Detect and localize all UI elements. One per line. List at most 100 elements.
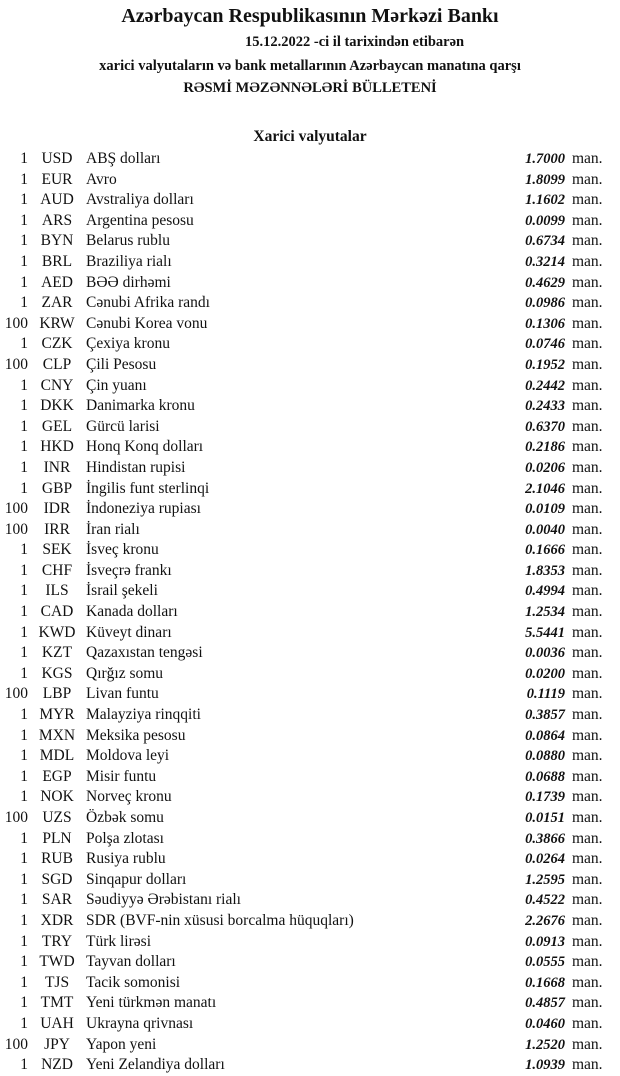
rate-row: 1 MYR Malayziya rinqqiti 0.3857 man. (0, 705, 620, 726)
quantity: 100 (4, 355, 28, 373)
currency-name: Özbək somu (86, 809, 164, 826)
rate-row: 1 BRL Braziliya rialı 0.3214 man. (0, 252, 620, 273)
rate-row: 1 RUB Rusiya rublu 0.0264 man. (0, 849, 620, 870)
currency-name: Cənubi Korea vonu (86, 314, 208, 332)
rate-value: 0.0460 (525, 1015, 565, 1032)
quantity: 1 (20, 458, 28, 476)
section-title: Xarici valyutalar (253, 128, 367, 145)
currency-code: MXN (38, 726, 76, 744)
currency-code: CLP (42, 355, 72, 373)
rate-value: 1.8099 (525, 171, 565, 188)
rate-row: 1 HKD Honq Konq dolları 0.2186 man. (0, 437, 620, 458)
rate-row: 1 SEK İsveç kronu 0.1666 man. (0, 540, 620, 561)
quantity: 1 (20, 850, 28, 868)
currency-code: KRW (39, 314, 75, 332)
quantity: 1 (20, 747, 28, 765)
rate-row: 1 ILS İsrail şekeli 0.4994 man. (0, 581, 620, 602)
quantity: 100 (4, 685, 28, 703)
currency-name: İndoneziya rupiası (86, 500, 201, 518)
quantity: 1 (20, 232, 28, 250)
rate-value: 0.4994 (525, 583, 565, 600)
currency-code: ZAR (41, 294, 73, 312)
rate-value: 0.1952 (525, 356, 565, 373)
currency-name: Cənubi Afrika randı (86, 294, 210, 312)
currency-code: SGD (41, 870, 73, 888)
quantity: 1 (20, 726, 28, 744)
unit-label: man. (572, 500, 603, 518)
quantity: 1 (20, 911, 28, 929)
rate-value: 1.2595 (525, 871, 565, 888)
rate-row: 100 CLP Çili Pesosu 0.1952 man. (0, 355, 620, 376)
rate-row: 1 TRY Türk lirəsi 0.0913 man. (0, 932, 620, 953)
rate-row: 1 EGP Misir funtu 0.0688 man. (0, 767, 620, 788)
rate-value: 0.0688 (525, 768, 565, 785)
currency-name: Yeni türkmən manatı (86, 994, 217, 1012)
quantity: 1 (20, 211, 28, 229)
unit-label: man. (572, 644, 603, 662)
rate-row: 1 SGD Sinqapur dolları 1.2595 man. (0, 870, 620, 891)
rate-row: 1 DKK Danimarka kronu 0.2433 man. (0, 396, 620, 417)
currency-code: IDR (43, 500, 71, 518)
unit-label: man. (572, 150, 603, 167)
rate-value: 0.0036 (525, 645, 565, 662)
rate-value: 1.7000 (525, 151, 565, 167)
rate-row: 100 KRW Cənubi Korea vonu 0.1306 man. (0, 314, 620, 335)
currency-code: UAH (40, 1014, 74, 1032)
rate-row: 1 ARS Argentina pesosu 0.0099 man. (0, 211, 620, 232)
rate-row: 100 IDR İndoneziya rupiası 0.0109 man. (0, 499, 620, 520)
bulletin-subtitle: xarici valyutaların və bank metallarının… (99, 58, 521, 74)
currency-code: EUR (41, 170, 73, 188)
rate-value: 0.4522 (525, 892, 565, 909)
quantity: 1 (20, 788, 28, 806)
rate-value: 0.0864 (525, 727, 565, 744)
rate-row: 100 UZS Özbək somu 0.0151 man. (0, 808, 620, 829)
rate-value: 0.6370 (525, 418, 565, 435)
currency-code: ILS (45, 582, 69, 600)
rate-row: 100 JPY Yapon yeni 1.2520 man. (0, 1035, 620, 1056)
currency-name: Kanada dolları (86, 603, 178, 621)
unit-label: man. (572, 706, 603, 724)
rate-value: 0.0206 (525, 459, 565, 476)
unit-label: man. (572, 191, 603, 209)
rate-value: 0.1306 (525, 315, 565, 332)
rate-value: 1.0939 (525, 1057, 565, 1074)
rate-row: 100 LBP Livan funtu 0.1119 man. (0, 684, 620, 705)
quantity: 1 (20, 170, 28, 188)
quantity: 1 (20, 479, 28, 497)
quantity: 1 (20, 994, 28, 1012)
effective-date: 15.12.2022 -ci il tarixindən etibarən (245, 34, 465, 50)
quantity: 1 (20, 273, 28, 291)
currency-code: KGS (41, 664, 73, 682)
rate-value: 0.2442 (525, 377, 565, 394)
unit-label: man. (572, 726, 603, 744)
rate-row: 1 AED BƏƏ dirhəmi 0.4629 man. (0, 273, 620, 294)
currency-code: GBP (41, 479, 73, 497)
quantity: 1 (20, 1014, 28, 1032)
currency-name: Sinqapur dolları (86, 870, 187, 888)
currency-name: Tayvan dolları (86, 953, 176, 971)
quantity: 1 (20, 891, 28, 909)
unit-label: man. (572, 582, 603, 600)
unit-label: man. (572, 294, 603, 312)
currency-name: Avro (86, 170, 117, 188)
quantity: 1 (20, 973, 28, 991)
quantity: 1 (20, 582, 28, 600)
bulletin-title: RƏSMİ MƏZƏNNƏLƏRİ BÜLLETENİ (183, 80, 437, 96)
unit-label: man. (572, 314, 603, 332)
currency-name: Çin yuanı (86, 376, 147, 394)
unit-label: man. (572, 932, 603, 950)
unit-label: man. (572, 1014, 603, 1032)
rate-row: 1 GEL Gürcü larisi 0.6370 man. (0, 417, 620, 438)
rate-row: 1 CHF İsveçrə frankı 1.8353 man. (0, 561, 620, 582)
currency-name: Malayziya rinqqiti (86, 706, 201, 724)
currency-code: MDL (39, 747, 75, 765)
currency-name: Çili Pesosu (86, 355, 157, 373)
rate-value: 1.1602 (525, 192, 565, 209)
rate-row: 1 CZK Çexiya kronu 0.0746 man. (0, 334, 620, 355)
currency-code: IRR (44, 520, 70, 538)
currency-code: CZK (41, 335, 73, 353)
currency-name: Moldova leyi (86, 747, 170, 765)
currency-code: NOK (40, 788, 74, 806)
currency-code: EGP (42, 767, 72, 785)
rates-table: 1 USD ABŞ dolları 1.7000 man. 1 EUR Avro 1.8099 m… (0, 149, 620, 1076)
